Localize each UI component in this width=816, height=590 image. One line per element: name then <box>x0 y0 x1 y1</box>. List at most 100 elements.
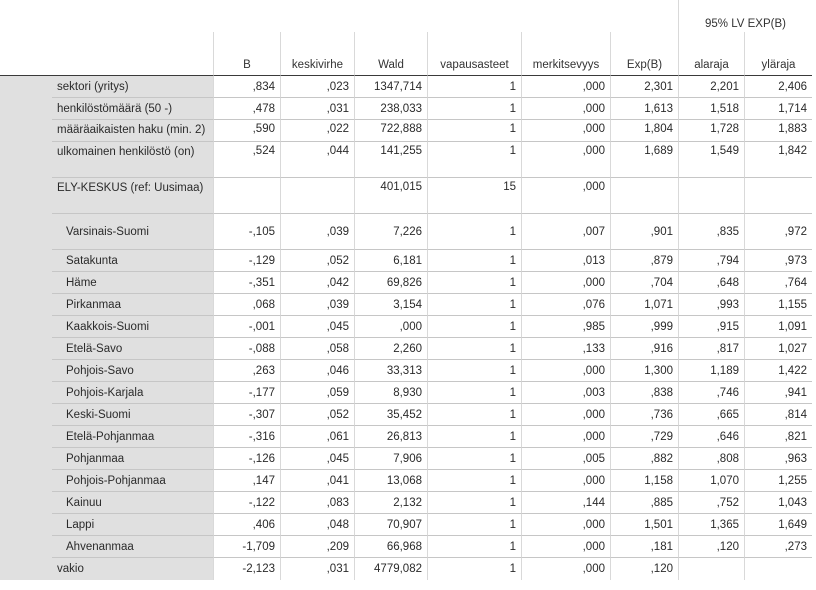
table-cell: ,023 <box>280 76 354 98</box>
row-stub <box>0 76 52 580</box>
table-cell: 238,033 <box>354 98 427 120</box>
table-cell: ,646 <box>678 426 744 448</box>
table-cell: ,746 <box>678 382 744 404</box>
table-cell: ,052 <box>280 250 354 272</box>
table-cell <box>280 178 354 214</box>
table-cell: ,000 <box>354 316 427 338</box>
table-cell: ,590 <box>213 120 280 142</box>
table-cell: -,126 <box>213 448 280 470</box>
table-cell: ,000 <box>521 178 610 214</box>
table-cell: 1 <box>427 426 521 448</box>
row-label: Kainuu <box>52 492 213 514</box>
table-cell: ,764 <box>744 272 812 294</box>
table-cell: 1 <box>427 98 521 120</box>
table-cell: ,045 <box>280 448 354 470</box>
table-cell: ,736 <box>610 404 678 426</box>
row-label: henkilöstömäärä (50 -) <box>52 98 213 120</box>
table-cell: 69,826 <box>354 272 427 294</box>
table-cell: 1 <box>427 514 521 536</box>
table-cell: 6,181 <box>354 250 427 272</box>
table-cell: 35,452 <box>354 404 427 426</box>
table-cell: 7,906 <box>354 448 427 470</box>
table-cell: ,003 <box>521 382 610 404</box>
table-cell: ,972 <box>744 214 812 250</box>
table-cell: 33,313 <box>354 360 427 382</box>
table-cell: 1 <box>427 142 521 178</box>
table-cell: ,941 <box>744 382 812 404</box>
table-cell: 8,930 <box>354 382 427 404</box>
table-cell: 1 <box>427 294 521 316</box>
table-cell: 1347,714 <box>354 76 427 98</box>
table-cell: 1 <box>427 448 521 470</box>
table-cell: ,031 <box>280 98 354 120</box>
table-cell: 2,301 <box>610 76 678 98</box>
table-cell: ,648 <box>678 272 744 294</box>
table-cell: ,039 <box>280 214 354 250</box>
table-cell: ,000 <box>521 142 610 178</box>
table-cell: 1,091 <box>744 316 812 338</box>
col-header-keskivirhe: keskivirhe <box>280 32 354 76</box>
row-label: Pohjois-Savo <box>52 360 213 382</box>
table-cell: 2,132 <box>354 492 427 514</box>
table-cell: ,993 <box>678 294 744 316</box>
row-label: määräaikaisten haku (min. 2) <box>52 120 213 142</box>
table-cell: 1 <box>427 76 521 98</box>
row-label: Pohjanmaa <box>52 448 213 470</box>
table-cell: ,263 <box>213 360 280 382</box>
table-cell: -1,709 <box>213 536 280 558</box>
table-cell <box>678 558 744 580</box>
table-cell: 1,155 <box>744 294 812 316</box>
table-cell <box>744 178 812 214</box>
table-cell <box>610 178 678 214</box>
table-cell: 1 <box>427 338 521 360</box>
table-cell: 4779,082 <box>354 558 427 580</box>
table-cell: ,915 <box>678 316 744 338</box>
table-cell: 401,015 <box>354 178 427 214</box>
row-label: Etelä-Savo <box>52 338 213 360</box>
table-cell: ,885 <box>610 492 678 514</box>
table-cell: 1,549 <box>678 142 744 178</box>
table-cell: ,083 <box>280 492 354 514</box>
col-header-expb: Exp(B) <box>610 32 678 76</box>
table-cell: 1 <box>427 272 521 294</box>
table-cell: ,000 <box>521 536 610 558</box>
table-cell: ,013 <box>521 250 610 272</box>
table-cell: 1 <box>427 382 521 404</box>
table-cell: 1,728 <box>678 120 744 142</box>
col-header-merkitsevyys: merkitsevyys <box>521 32 610 76</box>
table-cell: ,273 <box>744 536 812 558</box>
table-cell: ,406 <box>213 514 280 536</box>
table-cell: 7,226 <box>354 214 427 250</box>
table-cell: 1,070 <box>678 470 744 492</box>
table-cell: ,045 <box>280 316 354 338</box>
table-cell: ,817 <box>678 338 744 360</box>
table-cell: 1,883 <box>744 120 812 142</box>
col-header-vapausasteet: vapausasteet <box>427 32 521 76</box>
table-cell: 1,649 <box>744 514 812 536</box>
table-cell: ,999 <box>610 316 678 338</box>
table-cell: ,144 <box>521 492 610 514</box>
row-label: Kaakkois-Suomi <box>52 316 213 338</box>
table-cell: ,133 <box>521 338 610 360</box>
table-cell: 1,518 <box>678 98 744 120</box>
table-cell: ,973 <box>744 250 812 272</box>
header-corner <box>0 32 213 76</box>
row-label: ELY-KESKUS (ref: Uusimaa) <box>52 178 213 214</box>
table-cell: 2,260 <box>354 338 427 360</box>
row-label: Pohjois-Karjala <box>52 382 213 404</box>
table-cell: 1 <box>427 360 521 382</box>
table-cell: ,478 <box>213 98 280 120</box>
table-cell: ,031 <box>280 558 354 580</box>
table-cell: 1 <box>427 214 521 250</box>
table-cell: -2,123 <box>213 558 280 580</box>
table-cell: 1 <box>427 404 521 426</box>
table-cell: 1,804 <box>610 120 678 142</box>
row-label: Lappi <box>52 514 213 536</box>
table-cell: 3,154 <box>354 294 427 316</box>
table-cell: 1 <box>427 250 521 272</box>
table-cell: -,307 <box>213 404 280 426</box>
table-cell: ,120 <box>610 558 678 580</box>
table-cell: 2,201 <box>678 76 744 98</box>
table-cell: 1 <box>427 316 521 338</box>
row-label: Varsinais-Suomi <box>52 214 213 250</box>
